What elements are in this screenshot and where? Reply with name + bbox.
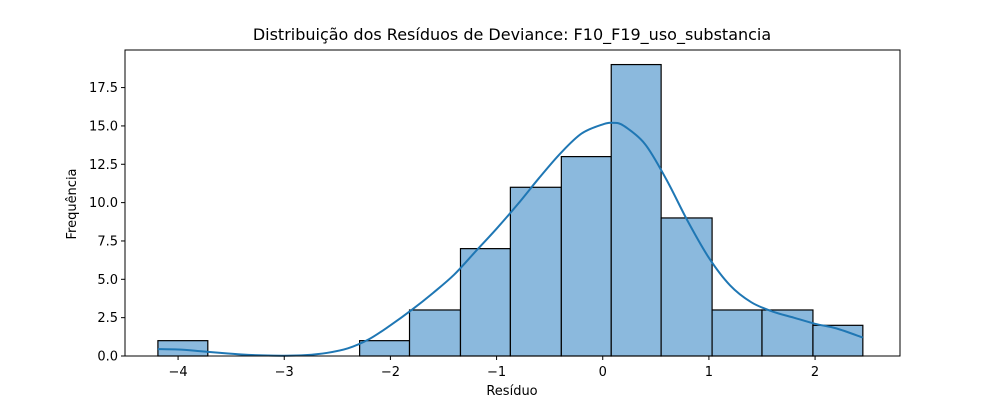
y-tick-label: 7.5 (97, 234, 118, 249)
x-axis-ticks: −4 −3 −2 −1 0 1 2 (168, 356, 819, 380)
x-tick-label: −1 (487, 365, 506, 380)
histogram-bars (157, 63, 864, 357)
histogram-bar (660, 217, 713, 357)
x-tick-label: 0 (599, 365, 607, 380)
y-tick-label: 10.0 (89, 196, 118, 211)
chart-title: Distribuição dos Resíduos de Deviance: F… (253, 25, 771, 45)
histogram-bar (459, 248, 511, 357)
histogram-bar (560, 156, 612, 357)
y-axis-label: Frequência (65, 168, 80, 239)
histogram-bar (812, 324, 864, 357)
y-tick-label: 2.5 (97, 311, 118, 326)
histogram-bar (610, 63, 662, 357)
histogram-bar (509, 186, 562, 357)
x-tick-label: 2 (811, 365, 819, 380)
y-tick-label: 0.0 (97, 350, 118, 365)
x-axis-label: Resíduo (486, 384, 537, 399)
y-tick-label: 15.0 (89, 119, 118, 134)
x-tick-label: −2 (381, 365, 400, 380)
histogram-bar (359, 340, 411, 357)
histogram-bar (711, 309, 763, 357)
y-tick-label: 12.5 (89, 158, 118, 173)
histogram-bar (761, 309, 814, 357)
y-tick-label: 5.0 (97, 273, 118, 288)
x-tick-label: −3 (275, 365, 294, 380)
x-tick-label: −4 (168, 365, 187, 380)
y-tick-label: 17.5 (89, 81, 118, 96)
x-tick-label: 1 (705, 365, 713, 380)
histogram-bar (408, 309, 462, 357)
y-axis-ticks: 0.0 2.5 5.0 7.5 10.0 12.5 15.0 17.5 (89, 81, 125, 365)
